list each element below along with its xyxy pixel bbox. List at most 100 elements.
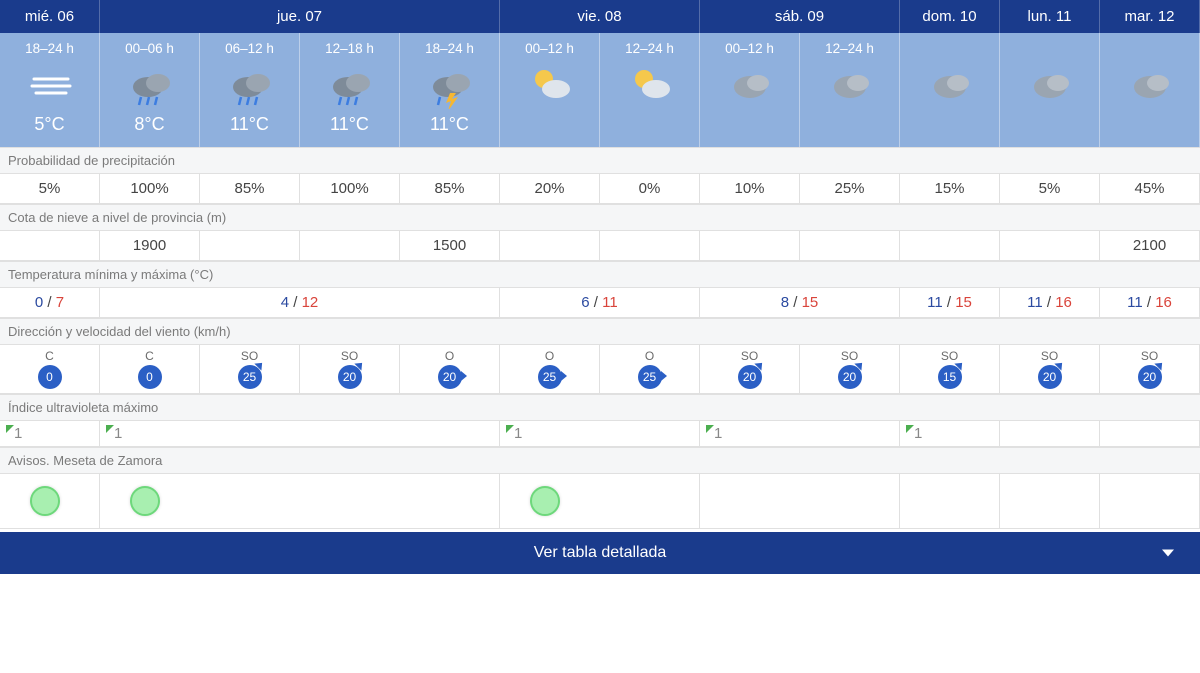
period-temp [804,114,895,135]
temp-minmax: 4 / 12 [100,288,500,318]
precip-value: 100% [100,174,200,204]
period-temp [504,114,595,135]
section-label-avisos: Avisos. Meseta de Zamora [0,447,1200,474]
wind-arrow-icon [561,371,567,381]
period-range [904,41,995,56]
uv-index: 1 [900,421,1000,447]
wind-speed-badge: 25 [638,365,662,389]
temp-minmax: 11 / 16 [1000,288,1100,318]
day-header: jue. 07 [100,0,500,33]
precip-value: 25% [800,174,900,204]
uv-indicator-icon [706,425,714,433]
uv-index: 1 [100,421,500,447]
forecast-period: 18–24 h 11°C [400,33,500,147]
snow-level [500,231,600,261]
uv-index [1000,421,1100,447]
wind-speed-badge: 0 [138,365,162,389]
period-range: 00–12 h [704,41,795,56]
day-header: dom. 10 [900,0,1000,33]
aviso-green-icon [530,486,560,516]
precip-value: 10% [700,174,800,204]
wind-cell: C0 [0,345,100,394]
wind-direction: C [104,349,195,363]
temp-minmax: 0 / 7 [0,288,100,318]
section-label-wind: Dirección y velocidad del viento (km/h) [0,318,1200,345]
wind-speed-badge: 20 [838,365,862,389]
weather-table: mié. 06jue. 07vie. 08sáb. 09dom. 10lun. … [0,0,1200,574]
cloud-icon [704,60,795,110]
period-temp [1104,114,1195,135]
aviso-cell [500,474,700,529]
precip-value: 45% [1100,174,1200,204]
forecast-period [1000,33,1100,147]
period-range: 18–24 h [404,41,495,56]
chevron-down-icon [1162,550,1174,557]
period-range: 12–24 h [604,41,695,56]
aviso-green-icon [30,486,60,516]
forecast-period: 00–06 h8°C [100,33,200,147]
rain-icon [104,60,195,110]
period-temp: 11°C [404,114,495,135]
uv-indicator-icon [506,425,514,433]
forecast-period [900,33,1000,147]
wind-speed-badge: 20 [1038,365,1062,389]
aviso-cell [700,474,900,529]
day-header: lun. 11 [1000,0,1100,33]
aviso-cell [900,474,1000,529]
cloud-icon [1104,60,1195,110]
temp-minmax: 8 / 15 [700,288,900,318]
wind-cell: SO15 [900,345,1000,394]
detailed-table-button[interactable]: Ver tabla detallada [0,529,1200,574]
aviso-cell [1000,474,1100,529]
wind-direction: O [404,349,495,363]
period-temp: 11°C [204,114,295,135]
snow-level: 1900 [100,231,200,261]
period-range: 18–24 h [4,41,95,56]
forecast-period: 12–24 h [600,33,700,147]
snow-level [1000,231,1100,261]
wind-direction: SO [1104,349,1195,363]
period-range: 00–12 h [504,41,595,56]
day-header: sáb. 09 [700,0,900,33]
uv-indicator-icon [906,425,914,433]
wind-cell: O25 [500,345,600,394]
cloud-icon [1004,60,1095,110]
suncloud-icon [604,60,695,110]
section-label-uv: Índice ultravioleta máximo [0,394,1200,421]
day-header: vie. 08 [500,0,700,33]
aviso-cell [0,474,100,529]
precip-value: 85% [200,174,300,204]
snow-level: 1500 [400,231,500,261]
snow-level [300,231,400,261]
wind-cell: SO20 [300,345,400,394]
period-temp [904,114,995,135]
fog-icon [4,60,95,110]
snow-level [900,231,1000,261]
section-label-temps: Temperatura mínima y máxima (°C) [0,261,1200,288]
wind-speed-badge: 0 [38,365,62,389]
wind-direction: SO [704,349,795,363]
wind-speed-badge: 20 [1138,365,1162,389]
wind-arrow-icon [461,371,467,381]
period-temp [704,114,795,135]
wind-cell: C0 [100,345,200,394]
temp-minmax: 6 / 11 [500,288,700,318]
rain-icon [304,60,395,110]
wind-direction: SO [304,349,395,363]
period-temp: 5°C [4,114,95,135]
storm-icon [404,60,495,110]
period-temp [1004,114,1095,135]
snow-level [600,231,700,261]
period-range: 06–12 h [204,41,295,56]
wind-direction: O [604,349,695,363]
uv-index: 1 [700,421,900,447]
forecast-period: 12–24 h [800,33,900,147]
wind-cell: SO20 [800,345,900,394]
wind-cell: SO20 [1000,345,1100,394]
wind-arrow-icon [661,371,667,381]
day-header: mar. 12 [1100,0,1200,33]
snow-level [0,231,100,261]
cloud-icon [904,60,995,110]
rain-icon [204,60,295,110]
wind-speed-badge: 20 [738,365,762,389]
